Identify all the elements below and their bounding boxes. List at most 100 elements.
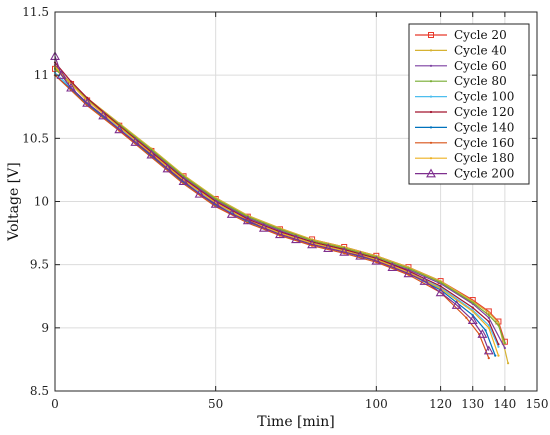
legend-swatch-marker	[429, 110, 433, 114]
x-tick-label: 130	[461, 397, 484, 411]
data-point	[439, 281, 442, 284]
legend-label: Cycle 60	[454, 59, 507, 73]
data-point	[497, 321, 500, 324]
data-point	[435, 287, 446, 297]
data-point	[162, 163, 173, 173]
legend-label: Cycle 20	[454, 28, 507, 42]
legend-label: Cycle 140	[454, 120, 514, 134]
y-tick-label: 10	[34, 195, 49, 209]
data-point	[82, 97, 93, 107]
data-point	[323, 243, 334, 252]
legend-entry: Cycle 60	[415, 59, 507, 73]
data-point	[66, 82, 77, 92]
x-tick-label: 0	[51, 397, 59, 411]
legend-swatch-marker	[429, 95, 433, 98]
data-point	[503, 346, 506, 350]
legend-label: Cycle 120	[454, 105, 514, 119]
y-tick-label: 9.5	[30, 258, 49, 272]
data-point	[487, 316, 490, 319]
data-point	[503, 341, 506, 345]
data-point	[291, 234, 301, 244]
data-point	[355, 250, 366, 260]
data-point	[419, 275, 430, 285]
data-point	[465, 316, 468, 319]
data-point	[471, 310, 474, 313]
x-tick-label: 120	[429, 397, 452, 411]
data-point	[487, 314, 490, 317]
tick-layer: 0 50 100 120 130 140 150 8.5 9 9.5 10 10.5 11 11.5	[22, 5, 548, 411]
legend-label: Cycle 200	[454, 167, 514, 181]
x-tick-label: 140	[493, 397, 516, 411]
series-group	[50, 51, 494, 355]
legend-entry: Cycle 180	[415, 151, 514, 165]
legend-label: Cycle 40	[454, 43, 507, 57]
data-point	[178, 176, 189, 186]
legend-label: Cycle 180	[454, 151, 514, 165]
data-point	[497, 345, 500, 348]
data-point	[484, 329, 487, 332]
legend-entry: Cycle 80	[415, 74, 507, 88]
legend-entry: Cycle 20	[415, 28, 507, 42]
y-axis-title: Voltage [V]	[6, 162, 22, 241]
data-point	[487, 326, 490, 329]
data-point	[471, 301, 474, 304]
legend-label: Cycle 160	[454, 136, 514, 150]
legend-entry: Cycle 140	[415, 120, 514, 134]
data-point	[487, 320, 490, 323]
x-tick-label: 150	[526, 397, 549, 411]
data-point	[69, 80, 73, 83]
legend-swatch-marker	[429, 141, 433, 144]
data-point	[307, 239, 318, 249]
x-axis-title: Time [min]	[257, 414, 335, 430]
data-point	[339, 246, 350, 256]
data-point	[194, 188, 205, 198]
data-point	[467, 315, 478, 325]
data-point	[258, 222, 269, 232]
legend-swatch-marker	[429, 126, 433, 129]
data-point	[477, 329, 488, 338]
data-point	[497, 324, 500, 327]
series-layer	[50, 51, 510, 365]
x-tick-label: 50	[208, 397, 223, 411]
legend-entry: Cycle 40	[415, 43, 507, 57]
data-point	[114, 124, 125, 134]
data-point	[403, 268, 414, 278]
legend-swatch-marker	[429, 157, 433, 160]
y-tick-label: 8.5	[30, 384, 49, 398]
x-tick-label: 100	[365, 397, 388, 411]
legend-swatch-marker	[429, 64, 433, 67]
data-point	[146, 149, 157, 159]
y-tick-label: 10.5	[22, 131, 49, 145]
data-point	[130, 136, 141, 146]
data-point	[487, 324, 490, 327]
legend-label: Cycle 80	[454, 74, 507, 88]
data-point	[226, 209, 237, 218]
legend-label: Cycle 100	[454, 90, 514, 104]
data-point	[451, 299, 462, 309]
data-point	[497, 343, 500, 346]
data-point	[98, 110, 109, 120]
legend-entry: Cycle 120	[415, 105, 514, 119]
data-point	[210, 198, 221, 208]
data-point	[494, 354, 497, 357]
data-point	[387, 262, 398, 271]
data-point	[487, 357, 490, 360]
y-tick-label: 9	[41, 321, 49, 335]
data-point	[471, 306, 474, 309]
data-point	[242, 215, 253, 225]
legend-swatch-marker	[429, 49, 433, 52]
legend-entry: Cycle 100	[415, 90, 514, 104]
data-point	[371, 255, 382, 265]
series-line	[54, 67, 509, 364]
data-point	[274, 229, 285, 239]
legend-swatch-marker	[426, 168, 436, 178]
data-point	[483, 345, 494, 355]
legend-swatch-marker	[429, 80, 433, 83]
legend-swatch-marker	[428, 32, 434, 38]
data-point	[487, 311, 490, 314]
legend-entry: Cycle 200	[415, 167, 514, 181]
legend-entry: Cycle 160	[415, 136, 514, 150]
data-point	[506, 362, 510, 365]
